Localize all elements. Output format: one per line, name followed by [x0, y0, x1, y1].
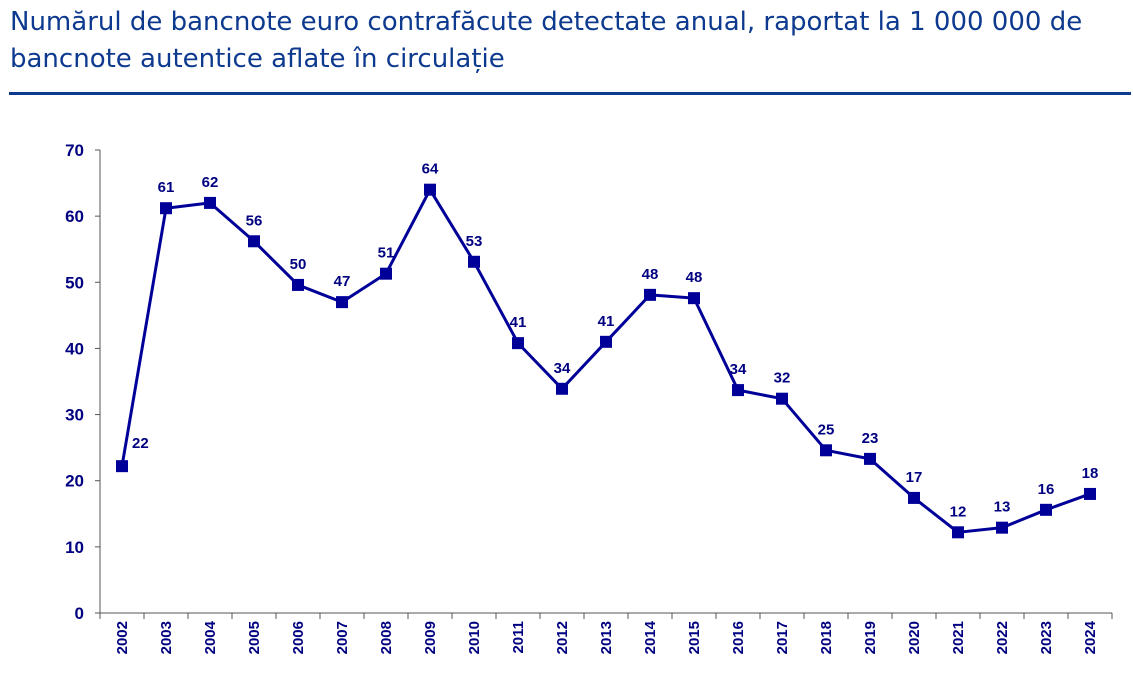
data-point [468, 255, 480, 268]
x-tick-label: 2015 [686, 621, 703, 654]
data-point [1040, 503, 1052, 516]
x-tick-label: 2016 [730, 621, 747, 654]
data-point [732, 384, 744, 397]
data-label: 48 [642, 266, 659, 283]
x-tick-label: 2013 [598, 621, 615, 654]
data-label: 23 [862, 430, 879, 447]
x-tick-label: 2014 [642, 620, 659, 654]
x-tick-label: 2007 [334, 621, 351, 654]
x-tick-label: 2008 [378, 621, 395, 654]
x-tick-label: 2010 [466, 621, 483, 654]
data-point [996, 521, 1008, 534]
data-label: 34 [730, 361, 747, 378]
x-tick-label: 2024 [1082, 620, 1099, 654]
x-tick-label: 2012 [554, 621, 571, 654]
data-point [292, 278, 304, 291]
data-label: 64 [422, 161, 439, 178]
data-point [952, 526, 964, 539]
data-label: 50 [290, 256, 307, 273]
y-tick-label: 20 [65, 472, 84, 491]
data-label: 34 [554, 360, 571, 377]
y-tick-label: 60 [65, 207, 84, 226]
data-point [380, 267, 392, 280]
data-label: 13 [994, 499, 1011, 516]
series-line [120, 188, 1091, 534]
x-tick-label: 2019 [862, 621, 879, 654]
x-tick-label: 2004 [202, 620, 219, 654]
x-tick-label: 2020 [906, 621, 923, 654]
data-point [864, 452, 876, 465]
x-tick-label: 2002 [114, 621, 131, 654]
x-tick-label: 2009 [422, 621, 439, 654]
data-label: 18 [1082, 465, 1099, 482]
x-tick-label: 2022 [994, 621, 1011, 654]
data-point [160, 202, 172, 215]
data-label: 47 [334, 273, 351, 290]
data-label: 22 [132, 435, 149, 452]
y-tick-label: 0 [75, 604, 84, 623]
data-label: 25 [818, 421, 835, 438]
data-point [776, 392, 788, 405]
data-point [204, 196, 216, 209]
chart-title: Numărul de bancnote euro contrafăcute de… [10, 7, 1083, 74]
x-tick-label: 2005 [246, 621, 263, 654]
data-label: 17 [906, 469, 923, 486]
y-tick-label: 70 [65, 141, 84, 160]
data-point [336, 296, 348, 309]
x-tick-label: 2021 [950, 621, 967, 654]
data-point [644, 288, 656, 301]
x-tick-label: 2006 [290, 621, 307, 654]
data-label: 32 [774, 370, 791, 387]
data-point [600, 335, 612, 348]
data-point [424, 183, 436, 196]
data-label: 16 [1038, 481, 1055, 498]
y-tick-label: 10 [65, 538, 84, 557]
data-point [1084, 487, 1096, 500]
data-point [556, 382, 568, 395]
data-label: 41 [598, 313, 615, 330]
data-point [248, 235, 260, 248]
data-label: 61 [158, 179, 175, 196]
x-tick-label: 2023 [1038, 621, 1055, 654]
data-point [116, 460, 128, 473]
x-tick-label: 2017 [774, 621, 791, 654]
data-label: 62 [202, 174, 219, 191]
x-tick-label: 2018 [818, 621, 835, 654]
data-label: 48 [686, 269, 703, 286]
x-tick-label: 2003 [158, 621, 175, 654]
data-point [688, 292, 700, 305]
y-tick-label: 50 [65, 273, 84, 292]
data-label: 53 [466, 233, 483, 250]
data-label: 51 [378, 245, 395, 262]
data-label: 12 [950, 503, 967, 520]
y-tick-label: 30 [65, 406, 84, 425]
data-point [908, 491, 920, 504]
data-label: 56 [246, 212, 263, 229]
data-label: 41 [510, 314, 527, 331]
data-point [820, 444, 832, 457]
title-divider [9, 92, 1131, 95]
y-tick-label: 40 [65, 339, 84, 358]
data-point [512, 337, 524, 350]
x-tick-label: 2011 [510, 621, 527, 654]
